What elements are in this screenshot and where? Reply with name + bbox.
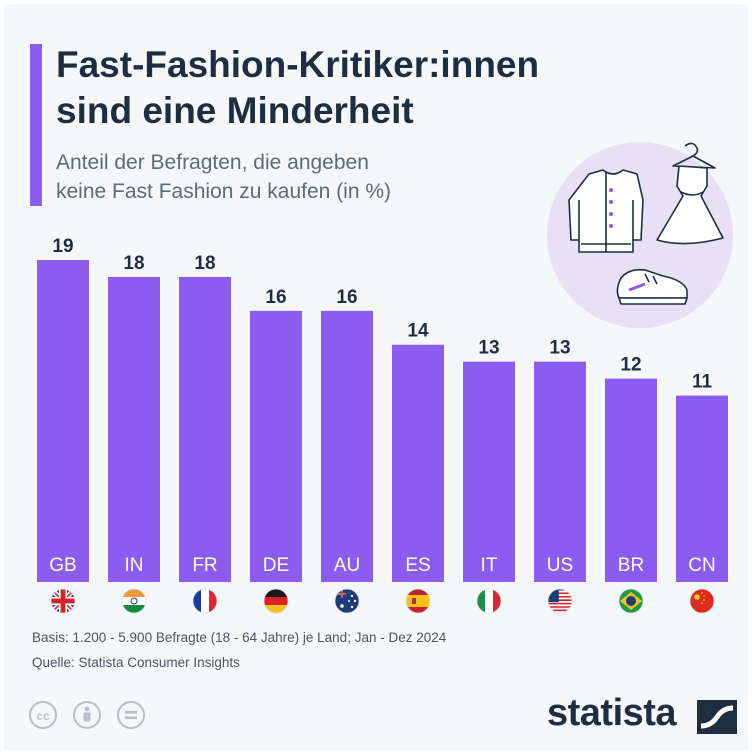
category-label-de: DE	[263, 555, 289, 576]
bars-layer: 19 GB 18 IN 18 FR 16 DE 16 AU 14 ES 13 IT 13 US 12 BR 11 CN	[37, 236, 728, 582]
value-label-cn: 11	[692, 372, 713, 393]
clothing-illustration	[547, 142, 733, 328]
title-accent-bar	[30, 44, 42, 206]
bar-de	[250, 310, 302, 582]
flags-layer	[50, 588, 715, 614]
category-label-au: AU	[334, 555, 360, 576]
germany-flag-icon	[263, 588, 289, 614]
title-line-2: sind eine Minderheit	[56, 90, 414, 131]
creative-commons-icon[interactable]: cc	[28, 700, 58, 730]
dress-icon	[656, 142, 724, 245]
svg-text:cc: cc	[36, 709, 50, 723]
statista-logo-icon[interactable]	[697, 700, 737, 734]
category-label-br: BR	[618, 555, 644, 576]
subtitle-line-1: Anteil der Befragten, die angeben	[56, 151, 369, 174]
value-label-es: 14	[407, 321, 429, 342]
value-label-br: 12	[620, 355, 641, 376]
attribution-icon[interactable]	[72, 700, 102, 730]
usa-flag-icon	[547, 588, 573, 614]
bar-it	[463, 361, 515, 582]
category-label-in: IN	[125, 555, 144, 576]
category-label-it: IT	[481, 555, 498, 576]
brazil-flag-icon	[618, 588, 644, 614]
china-flag-icon	[689, 588, 715, 614]
spain-flag-icon	[405, 588, 431, 614]
sneaker-icon	[616, 268, 688, 305]
value-label-us: 13	[549, 338, 570, 359]
bar-us	[534, 361, 586, 582]
category-label-gb: GB	[49, 555, 76, 576]
source-note: Quelle: Statista Consumer Insights	[32, 655, 240, 670]
value-label-it: 13	[478, 338, 499, 359]
statista-logo-text[interactable]: statista	[547, 692, 677, 734]
value-label-au: 16	[336, 287, 357, 308]
basis-note: Basis: 1.200 - 5.900 Befragte (18 - 64 J…	[32, 630, 447, 645]
chart-subtitle: Anteil der Befragten, die angeben keine …	[56, 148, 526, 206]
uk-flag-icon	[50, 588, 76, 614]
india-flag-icon	[121, 588, 147, 614]
subtitle-line-2: keine Fast Fashion zu kaufen (in %)	[56, 180, 391, 203]
category-label-cn: CN	[688, 555, 715, 576]
category-label-es: ES	[405, 555, 430, 576]
bar-au	[321, 310, 373, 582]
bar-cn	[676, 395, 728, 582]
page-title: Fast-Fashion-Kritiker:innen sind eine Mi…	[56, 42, 696, 134]
bar-gb	[37, 260, 89, 582]
no-derivatives-icon[interactable]	[116, 700, 146, 730]
bar-in	[108, 276, 160, 582]
category-label-us: US	[547, 555, 573, 576]
bar-chart: 19 GB 18 IN 18 FR 16 DE 16 AU 14 ES 13 IT 13 US 12 BR 11 CN	[37, 236, 728, 614]
title-line-1: Fast-Fashion-Kritiker:innen	[56, 44, 540, 85]
bar-br	[605, 378, 657, 582]
france-flag-icon	[192, 588, 218, 614]
value-label-in: 18	[123, 253, 144, 274]
value-label-gb: 19	[52, 236, 73, 257]
category-label-fr: FR	[192, 555, 217, 576]
value-label-fr: 18	[194, 253, 215, 274]
australia-flag-icon	[334, 588, 360, 614]
bar-fr	[179, 276, 231, 582]
value-label-de: 16	[265, 287, 286, 308]
italy-flag-icon	[476, 588, 502, 614]
jacket-icon	[568, 169, 644, 253]
bar-es	[392, 344, 444, 582]
